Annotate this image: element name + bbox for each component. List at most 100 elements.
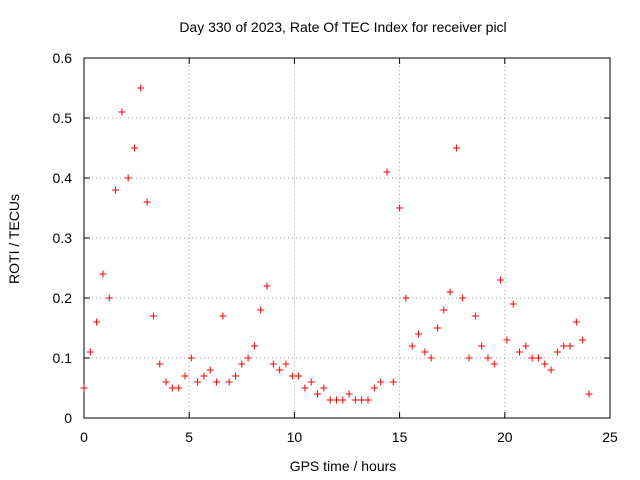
- data-point: [276, 366, 284, 374]
- data-point: [301, 384, 309, 392]
- data-point: [225, 378, 233, 386]
- data-point: [168, 384, 176, 392]
- data-point: [566, 342, 574, 350]
- data-point: [86, 348, 94, 356]
- data-point: [231, 372, 239, 380]
- x-axis-label: GPS time / hours: [290, 458, 397, 474]
- data-point: [560, 342, 568, 350]
- data-point: [250, 342, 258, 350]
- data-point: [307, 378, 315, 386]
- data-point: [257, 306, 265, 314]
- data-point: [187, 354, 195, 362]
- data-point: [446, 288, 454, 296]
- data-point: [282, 360, 290, 368]
- x-tick-label: 10: [287, 429, 303, 445]
- data-point: [206, 366, 214, 374]
- data-point: [269, 360, 277, 368]
- data-point: [497, 276, 505, 284]
- chart-title: Day 330 of 2023, Rate Of TEC Index for r…: [179, 19, 506, 35]
- data-point: [471, 312, 479, 320]
- data-point: [528, 354, 536, 362]
- data-point: [219, 312, 227, 320]
- data-point: [440, 306, 448, 314]
- data-point: [288, 372, 296, 380]
- data-point: [263, 282, 271, 290]
- data-point: [484, 354, 492, 362]
- data-point: [156, 360, 164, 368]
- data-point: [326, 396, 334, 404]
- y-tick-label: 0.1: [53, 350, 73, 366]
- data-point: [238, 360, 246, 368]
- data-point: [320, 384, 328, 392]
- data-point: [377, 378, 385, 386]
- x-tick-label: 0: [80, 429, 88, 445]
- data-point: [396, 204, 404, 212]
- y-tick-label: 0.3: [53, 230, 73, 246]
- data-point: [105, 294, 113, 302]
- data-point: [351, 396, 359, 404]
- data-point: [143, 198, 151, 206]
- data-point: [213, 378, 221, 386]
- data-point: [408, 342, 416, 350]
- data-point: [118, 108, 126, 116]
- data-point: [503, 336, 511, 344]
- data-point: [181, 372, 189, 380]
- data-point: [200, 372, 208, 380]
- data-point: [358, 396, 366, 404]
- data-point: [80, 384, 88, 392]
- data-point: [433, 324, 441, 332]
- data-point: [516, 348, 524, 356]
- data-point: [194, 378, 202, 386]
- data-point: [534, 354, 542, 362]
- data-point: [389, 378, 397, 386]
- data-point: [509, 300, 517, 308]
- data-point: [427, 354, 435, 362]
- y-tick-label: 0.4: [53, 170, 73, 186]
- data-point: [459, 294, 467, 302]
- x-tick-label: 15: [392, 429, 408, 445]
- data-point: [99, 270, 107, 278]
- data-point: [421, 348, 429, 356]
- data-point: [175, 384, 183, 392]
- data-point: [572, 318, 580, 326]
- y-tick-label: 0.6: [53, 50, 73, 66]
- data-point: [465, 354, 473, 362]
- data-point: [364, 396, 372, 404]
- data-point: [579, 336, 587, 344]
- y-axis-label: ROTI / TECUs: [6, 194, 22, 284]
- x-tick-label: 25: [602, 429, 618, 445]
- data-point: [370, 384, 378, 392]
- data-point: [490, 360, 498, 368]
- data-point: [415, 330, 423, 338]
- data-point: [541, 360, 549, 368]
- axes: 0 5 10 15 20 25 0 0.1 0.2 0.3 0.4 0.5 0.6: [53, 50, 618, 445]
- y-tick-label: 0: [64, 410, 72, 426]
- data-point: [130, 144, 138, 152]
- x-tick-label: 5: [185, 429, 193, 445]
- data-point: [452, 144, 460, 152]
- data-point: [383, 168, 391, 176]
- data-point: [345, 390, 353, 398]
- data-point: [478, 342, 486, 350]
- data-point: [314, 390, 322, 398]
- data-point: [332, 396, 340, 404]
- data-point: [553, 348, 561, 356]
- data-point: [112, 186, 120, 194]
- data-points: [80, 84, 593, 404]
- data-point: [162, 378, 170, 386]
- data-point: [585, 390, 593, 398]
- y-tick-label: 0.2: [53, 290, 73, 306]
- series-roti: [80, 84, 593, 404]
- data-point: [522, 342, 530, 350]
- data-point: [402, 294, 410, 302]
- data-point: [244, 354, 252, 362]
- data-point: [137, 84, 145, 92]
- data-point: [93, 318, 101, 326]
- data-point: [547, 366, 555, 374]
- data-point: [124, 174, 132, 182]
- y-tick-label: 0.5: [53, 110, 73, 126]
- x-tick-label: 20: [497, 429, 513, 445]
- data-point: [295, 372, 303, 380]
- data-point: [149, 312, 157, 320]
